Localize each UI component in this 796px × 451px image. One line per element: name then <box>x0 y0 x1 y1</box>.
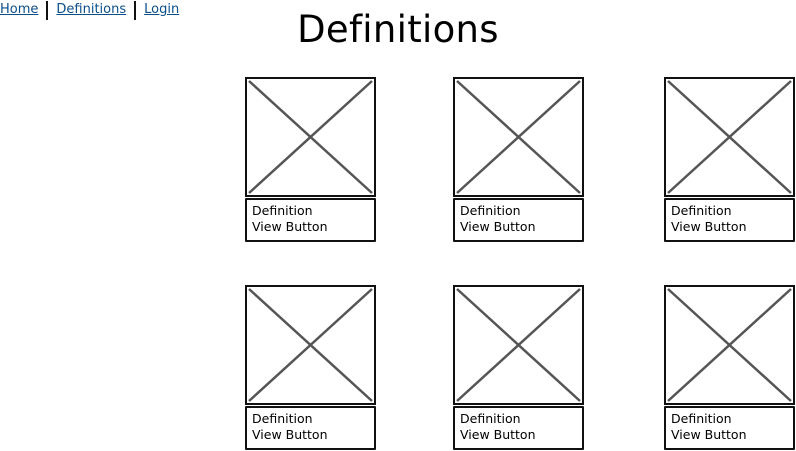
definition-card: Definition View Button <box>453 77 584 243</box>
definition-card: Definition View Button <box>664 77 795 243</box>
image-placeholder <box>453 285 584 405</box>
definition-card: Definition View Button <box>245 77 376 243</box>
card-caption: Definition View Button <box>664 406 795 450</box>
page-title: Definitions <box>297 8 499 51</box>
view-button[interactable]: View Button <box>460 427 536 442</box>
definition-card: Definition View Button <box>245 285 376 451</box>
image-placeholder <box>245 285 376 405</box>
view-button[interactable]: View Button <box>460 219 536 234</box>
definition-text: Definition <box>252 203 313 218</box>
nav-separator <box>46 1 49 20</box>
definition-text: Definition <box>252 411 313 426</box>
definition-text: Definition <box>671 411 732 426</box>
card-caption: Definition View Button <box>453 198 584 242</box>
nav-link-home[interactable]: Home <box>0 2 39 17</box>
image-placeholder <box>245 77 376 197</box>
definition-text: Definition <box>460 411 521 426</box>
definition-card: Definition View Button <box>664 285 795 451</box>
top-nav: Home Definitions Login <box>0 0 179 22</box>
view-button[interactable]: View Button <box>252 427 328 442</box>
view-button[interactable]: View Button <box>252 219 328 234</box>
nav-link-login[interactable]: Login <box>144 2 180 17</box>
card-caption: Definition View Button <box>245 198 376 242</box>
definition-text: Definition <box>671 203 732 218</box>
card-caption: Definition View Button <box>245 406 376 450</box>
view-button[interactable]: View Button <box>671 427 747 442</box>
image-placeholder <box>664 77 795 197</box>
card-caption: Definition View Button <box>453 406 584 450</box>
card-caption: Definition View Button <box>664 198 795 242</box>
definition-card: Definition View Button <box>453 285 584 451</box>
view-button[interactable]: View Button <box>671 219 747 234</box>
image-placeholder <box>453 77 584 197</box>
nav-link-definitions[interactable]: Definitions <box>56 2 127 17</box>
image-placeholder <box>664 285 795 405</box>
definition-text: Definition <box>460 203 521 218</box>
nav-separator <box>134 1 137 20</box>
